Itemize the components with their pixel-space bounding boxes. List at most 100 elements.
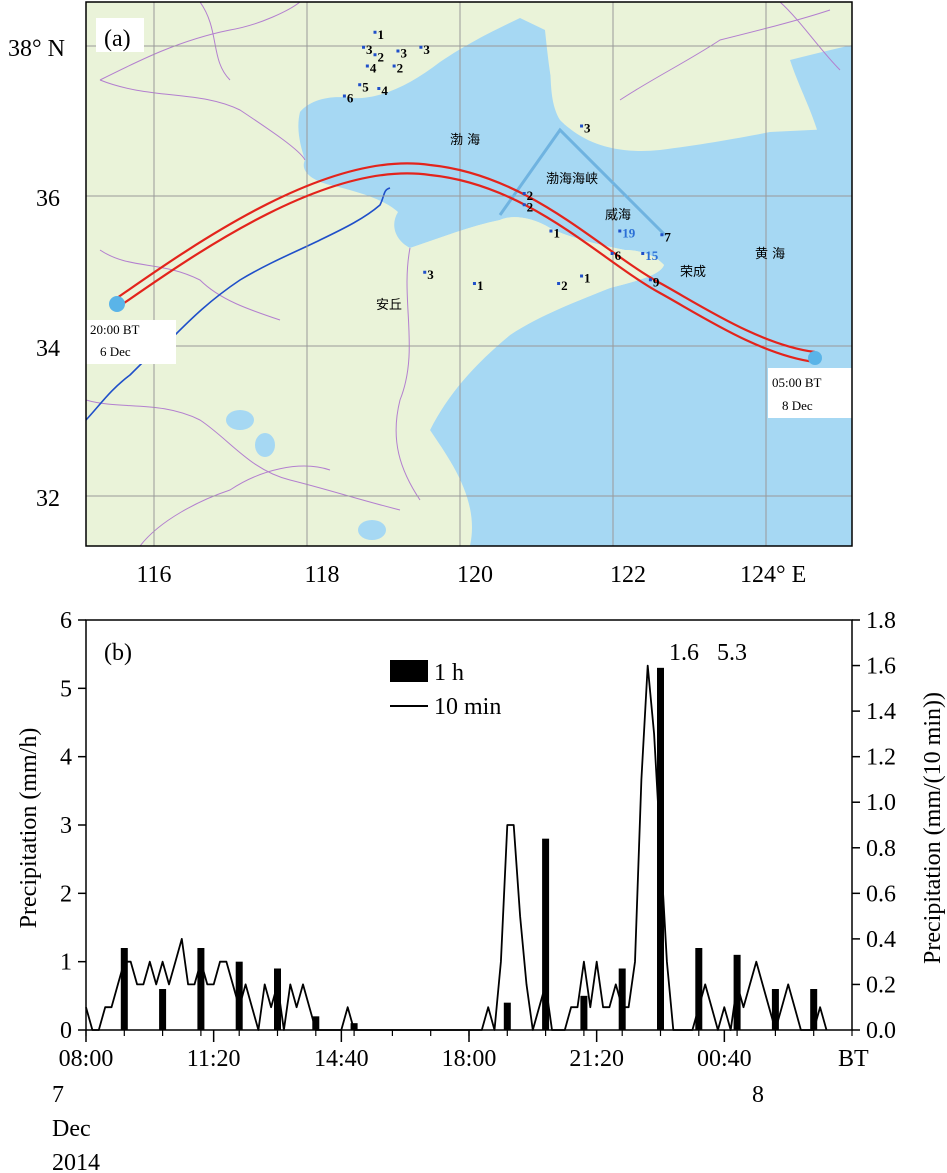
station-value: 1 [584,271,591,286]
place-label-yellow-sea: 黄 海 [755,247,785,262]
station-dot [549,229,553,233]
station-value: 5 [362,79,369,94]
station-value: 7 [664,229,671,244]
place-label-bohai: 渤 海 [450,132,480,148]
station-value: 1 [553,226,560,241]
right-axis: 0.0 0.2 0.4 0.6 0.8 1.0 1.2 1.4 1.6 1.8 [852,608,896,1044]
legend-bar-label: 1 h [434,660,464,686]
lake [358,520,386,540]
track-start-time: 20:00 BT [90,322,140,337]
end-label-bg [768,368,852,418]
date-day-2: 8 [752,1082,764,1108]
x-tick-label: 11:20 [187,1046,241,1072]
bar-1h [503,1002,511,1030]
river [86,187,391,421]
storm-track-outer [116,162,816,354]
x-tick-label: 18:00 [442,1046,497,1072]
track-end-time: 05:00 BT [772,375,822,390]
map-frame [85,1,853,547]
x-tick-label: 00:40 [697,1046,752,1072]
y-tick-label-left: 2 [60,881,72,907]
annotation-peak-1h: 5.3 [717,640,747,666]
station-dot [342,94,346,98]
y-tick-label-right: 0.0 [866,1018,896,1044]
panel-a-label: (a) [104,26,131,52]
station-dot [641,252,645,255]
station-value: 3 [423,42,430,57]
y-tick-label-right: 0.8 [866,836,896,862]
y-tick-label-right: 0.4 [866,927,896,953]
station-value: 3 [366,42,373,57]
station-value: 2 [527,199,534,214]
date-year: 2014 [52,1150,100,1173]
lat-tick-38: 38° N [8,36,65,62]
station-value: 2 [561,278,568,293]
place-label-weihai: 威海 [605,208,631,223]
right-axis-title: Precipitation (mm/(10 min)) [920,692,946,964]
station-dot [423,270,427,274]
bar-1h [312,1016,320,1030]
bohai-sea [298,18,852,546]
lat-tick-36: 36 [36,186,60,212]
station-value: 15 [645,248,659,263]
bar-1h [235,961,243,1030]
track-end-date: 8 Dec [782,398,813,413]
lon-tick-116: 116 [136,562,171,588]
x-unit-label: BT [838,1046,869,1072]
station-dot [660,233,664,237]
station-dot [373,30,377,34]
y-tick-label-left: 6 [60,608,72,634]
x-tick-label: 08:00 [59,1046,114,1072]
station-value: 6 [615,248,622,263]
plot-frame [85,619,853,1031]
track-start-marker [109,296,125,312]
shandong-peninsula [86,217,664,546]
station-dot [392,64,396,68]
station-value: 4 [370,61,377,76]
bar-1h [618,968,626,1030]
y-tick-label-right: 1.4 [866,699,896,725]
track-end-marker [808,351,822,365]
liaodong-peninsula [545,2,852,130]
bar-1h [695,948,703,1030]
bar-1h [580,995,588,1030]
legend-line-label: 10 min [434,694,501,720]
bar-1h [197,948,205,1030]
y-tick-label-right: 1.0 [866,790,896,816]
lake [226,410,254,430]
station-value: 2 [378,49,385,64]
station-dot [610,252,614,255]
map-grid [86,2,852,546]
strait-triangle [498,127,667,237]
station-value: 6 [347,91,354,106]
panel-a-label-bg [96,18,144,52]
lat-tick-34: 34 [36,336,60,362]
y-tick-label-right: 0.2 [866,972,896,998]
station-dot [358,83,362,87]
station-dot [648,278,652,282]
lon-tick-124: 124° E [740,562,806,588]
bar-1h [733,954,741,1030]
bar-1h [771,989,779,1030]
yellow-sea [790,45,852,200]
station-value: 4 [381,83,388,98]
station-dot [522,203,526,207]
panel-b-label: (b) [104,640,132,666]
bar-1h [274,968,281,1030]
date-month: Dec [52,1116,91,1142]
date-day: 7 [52,1082,64,1108]
annotation-peak-10min: 1.6 [669,640,699,666]
station-dot [373,53,377,57]
lon-tick-118: 118 [304,562,339,588]
track-start-date: 6 Dec [100,344,131,359]
place-label-anqiu: 安丘 [376,298,402,313]
station-dot [557,282,561,285]
station-dot [419,45,423,49]
province-borders [86,2,841,546]
bar-1h [542,838,550,1030]
station-value: 9 [653,274,660,289]
station-dot [377,87,381,90]
